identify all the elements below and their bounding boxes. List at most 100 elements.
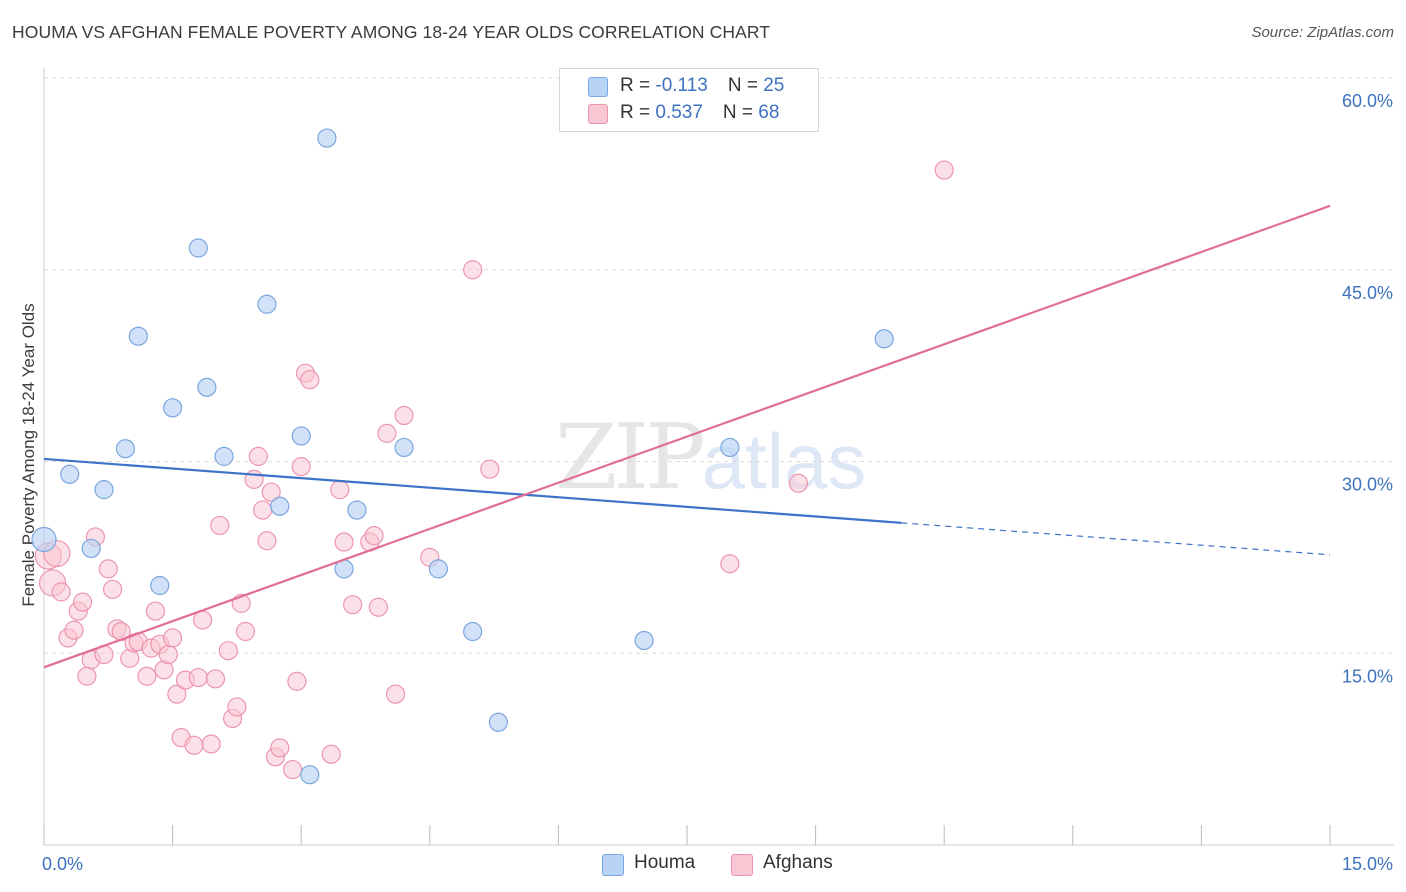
x-tick-label: 15.0% [1342, 854, 1393, 874]
houma-point [188, 238, 208, 258]
trend-lines [43, 204, 1331, 669]
houma-trend-line [43, 457, 902, 524]
afghans-point [343, 595, 363, 615]
houma-point [394, 437, 414, 458]
houma-point [163, 398, 183, 418]
afghans-point [98, 559, 118, 579]
houma-point [428, 559, 448, 579]
afghans-point [248, 446, 268, 466]
y-tick-label: 45.0% [1342, 283, 1393, 303]
houma-points [31, 128, 894, 785]
bottom-label-afghans: Afghans [763, 852, 833, 873]
houma-point [81, 538, 101, 559]
correlation-legend: R = -0.113 N = 25 R = 0.537 N = 68 [559, 68, 819, 132]
afghans-point [184, 735, 204, 755]
n-value-afghans: 68 [758, 102, 780, 123]
afghans-point [77, 666, 97, 686]
x-tick-label: 0.0% [42, 854, 83, 874]
tick-labels: 15.0% 30.0% 45.0% 60.0% 0.0% 15.0% [42, 91, 1393, 874]
afghans-point [188, 667, 208, 688]
chart-title: HOUMA VS AFGHAN FEMALE POVERTY AMONG 18-… [12, 22, 771, 42]
houma-point [270, 496, 290, 516]
afghans-point [235, 621, 256, 642]
houma-point [94, 480, 114, 500]
afghans-point [300, 370, 320, 390]
r-label: R = [620, 102, 656, 123]
n-label: N = [722, 102, 759, 123]
afghans-point [788, 473, 809, 493]
y-tick-label: 30.0% [1342, 475, 1393, 495]
y-tick-label: 60.0% [1342, 91, 1393, 111]
afghans-point [385, 684, 406, 704]
houma-point [347, 500, 367, 520]
afghans-point [51, 582, 71, 602]
afghans-point [377, 423, 397, 443]
houma-point [300, 765, 320, 785]
houma-point [214, 446, 234, 466]
houma-point [197, 377, 217, 397]
r-value-afghans: 0.537 [655, 102, 703, 123]
houma-point [128, 326, 148, 346]
houma-point [488, 712, 508, 732]
afghans-point [330, 480, 350, 500]
n-label: N = [727, 75, 764, 96]
axes [43, 68, 1394, 846]
afghans-point [102, 579, 123, 599]
afghans-point [210, 515, 230, 536]
source-credit: Source: ZipAtlas.com [1251, 24, 1394, 41]
legend-swatch-houma [588, 77, 608, 97]
afghans-point [934, 160, 954, 180]
houma-point [634, 630, 654, 651]
houma-point [115, 439, 136, 459]
afghans-point [463, 260, 483, 280]
afghans-point [158, 644, 178, 665]
afghans-point [291, 457, 311, 477]
legend-text-houma: R = -0.113 N = 25 [620, 75, 784, 97]
afghans-point [287, 671, 307, 691]
afghans-point [261, 482, 281, 502]
houma-point [257, 294, 277, 314]
houma-point [291, 426, 311, 446]
gridlines [44, 77, 1394, 654]
bottom-swatch-afghans [731, 854, 753, 876]
afghans-point [72, 592, 93, 612]
afghans-point [257, 531, 277, 551]
houma-point [720, 437, 740, 458]
afghans-point [64, 620, 84, 640]
afghans-point [321, 744, 341, 764]
afghans-trend-line [43, 204, 1331, 669]
houma-point [874, 329, 894, 349]
afghans-point [283, 759, 303, 780]
afghans-point [368, 597, 388, 617]
afghans-point [334, 532, 354, 552]
afghans-point [205, 669, 226, 689]
afghans-point [145, 601, 166, 621]
legend-swatch-afghans [588, 104, 608, 124]
bottom-label-houma: Houma [634, 852, 696, 873]
afghans-point [218, 641, 238, 661]
legend-text-afghans: R = 0.537 N = 68 [620, 102, 779, 124]
houma-trend-extension [901, 522, 1331, 556]
houma-point [317, 128, 337, 148]
houma-point [31, 526, 57, 553]
afghans-point [253, 500, 273, 520]
houma-point [60, 464, 80, 484]
r-value-houma: -0.113 [655, 75, 708, 96]
y-tick-label: 15.0% [1342, 666, 1393, 686]
afghans-point [227, 697, 247, 717]
afghans-point [201, 734, 221, 754]
afghans-point [167, 684, 187, 704]
afghans-point [163, 628, 183, 648]
afghans-point [137, 666, 157, 686]
r-label: R = [620, 75, 656, 96]
bottom-swatch-houma [602, 854, 624, 876]
afghans-point [480, 459, 500, 479]
houma-point [463, 621, 483, 642]
houma-point [150, 575, 170, 596]
afghans-point [364, 526, 384, 546]
afghans-point [394, 405, 414, 426]
afghans-point [720, 554, 740, 574]
n-value-houma: 25 [763, 75, 785, 96]
afghans-points [34, 160, 954, 780]
